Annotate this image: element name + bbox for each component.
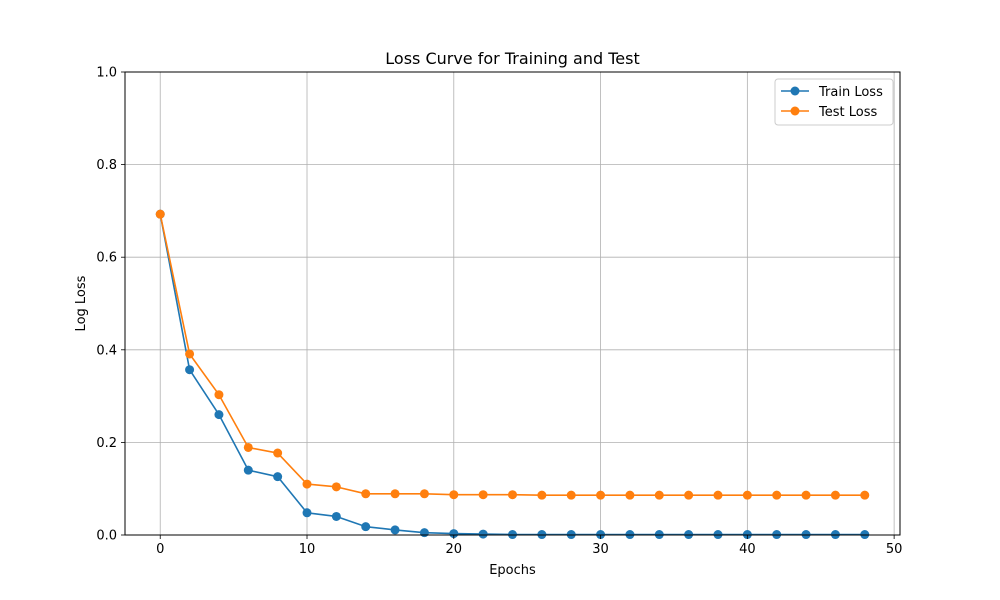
train-loss-point — [185, 365, 195, 375]
train-loss-point — [214, 410, 224, 420]
test-loss-point — [508, 490, 517, 500]
y-tick-label: 0.0 — [96, 529, 117, 544]
x-tick-label: 40 — [739, 542, 756, 557]
train-loss-point — [273, 472, 283, 482]
test-loss-point — [537, 490, 547, 500]
test-loss-point — [478, 490, 488, 500]
test-loss-point — [713, 490, 723, 500]
train-loss-point — [331, 511, 341, 521]
y-tick-label: 0.6 — [96, 251, 117, 266]
test-loss-point — [654, 490, 664, 500]
legend-test-marker — [790, 106, 800, 116]
train-loss-point — [449, 529, 459, 539]
test-loss-point — [684, 490, 694, 500]
x-tick-label: 30 — [592, 542, 609, 557]
y-tick-label: 0.2 — [96, 436, 117, 451]
train-loss-point — [302, 508, 312, 518]
y-axis-label: Log Loss — [74, 275, 89, 331]
y-tick-label: 0.4 — [96, 343, 117, 358]
x-tick-label: 50 — [886, 542, 903, 557]
test-loss-point — [625, 490, 635, 500]
test-loss-point — [243, 442, 253, 452]
test-loss-point — [390, 489, 400, 499]
test-loss-point — [449, 490, 459, 500]
train-loss-point — [361, 522, 371, 532]
test-loss-point — [801, 490, 811, 500]
legend-train-label: Train Loss — [818, 85, 883, 100]
train-loss-point — [243, 465, 253, 475]
test-loss-point — [361, 489, 371, 499]
x-tick-label: 10 — [299, 542, 316, 557]
test-loss-point — [830, 490, 840, 500]
train-loss-point — [419, 528, 429, 538]
test-loss-point — [742, 490, 752, 500]
test-loss-point — [772, 490, 782, 500]
test-loss-point — [302, 479, 312, 489]
test-loss-point — [273, 448, 283, 458]
test-loss-point — [214, 390, 224, 400]
x-tick-label: 0 — [156, 542, 164, 557]
legend: Train Loss Test Loss — [774, 78, 894, 126]
test-loss-point — [185, 349, 195, 359]
test-loss-point — [155, 209, 165, 219]
test-loss-point — [331, 482, 341, 492]
chart-title: Loss Curve for Training and Test — [385, 49, 639, 68]
plot-frame — [124, 71, 901, 536]
legend-train-marker — [790, 86, 800, 96]
test-loss-point — [596, 490, 606, 500]
x-tick-label: 20 — [446, 542, 463, 557]
train-loss-point — [478, 529, 488, 539]
test-loss-point — [419, 489, 429, 499]
x-axis-label: Epochs — [489, 563, 536, 578]
test-loss-point — [860, 490, 870, 500]
ticks: 0 10 20 30 40 50 0.0 0.2 0.4 0.6 0.8 1.0 — [96, 66, 902, 558]
legend-test-label: Test Loss — [818, 105, 877, 120]
test-loss-point — [566, 490, 576, 500]
train-loss-point — [390, 525, 400, 535]
y-tick-label: 1.0 — [96, 66, 117, 81]
y-tick-label: 0.8 — [96, 158, 117, 173]
